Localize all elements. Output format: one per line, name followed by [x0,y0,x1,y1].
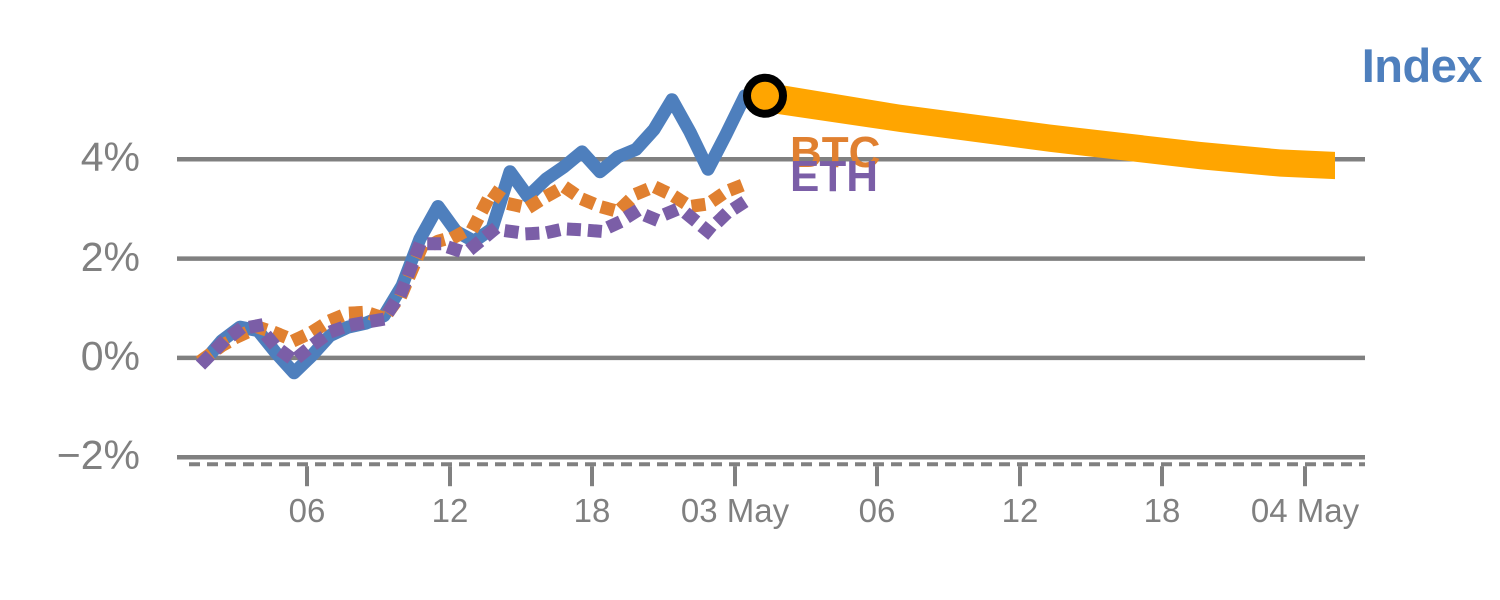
btc-series-label: BTC [790,128,881,177]
data-series-group [195,89,754,380]
index-series-title: Index [1361,39,1483,92]
y-axis-label-2: 0% [80,332,140,379]
eth-series-label: ETH [790,152,878,201]
endpoint-marker-group [743,73,787,118]
y-axis-label-0: 4% [80,134,140,181]
x-axis-label-1: 12 [431,492,469,530]
last-actual-marker-icon [743,73,787,118]
x-tick-marks-group [305,466,1307,487]
x-axis-label-0: 06 [288,492,326,530]
x-axis-label-6: 18 [1143,492,1181,530]
x-axis-label-2: 18 [573,492,611,530]
x-axis-label-5: 12 [1001,492,1039,530]
x-axis-label-3: 03 May [680,492,790,530]
x-axis-label-7: 04 May [1250,492,1360,530]
series-line-eth [195,192,754,370]
forecast-band-area [765,82,1335,180]
series-line-btc [195,175,754,367]
x-axis-label-4: 06 [858,492,896,530]
y-axis-label-1: 2% [80,233,140,280]
y-axis-label-3: −2% [56,432,140,479]
forecast-band-group [765,82,1335,180]
